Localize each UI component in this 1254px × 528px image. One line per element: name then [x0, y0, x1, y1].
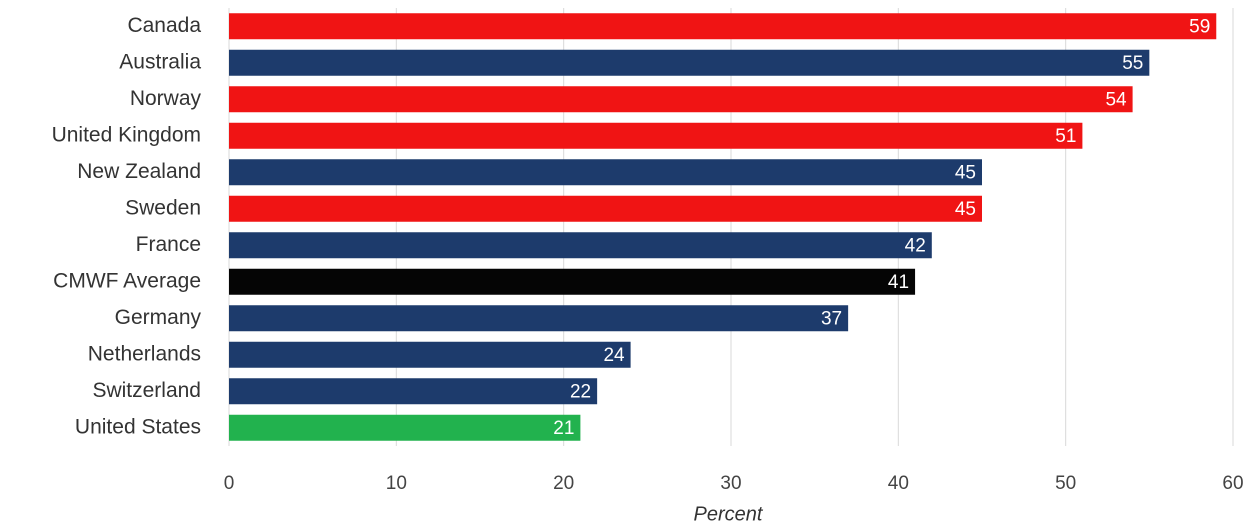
y-tick-label: Canada [127, 14, 201, 37]
value-label: 24 [603, 345, 625, 366]
bar [229, 232, 932, 259]
x-tick-label: 0 [224, 473, 235, 494]
y-tick-label: United Kingdom [52, 123, 201, 146]
value-label: 37 [821, 308, 842, 329]
value-label: 45 [955, 162, 976, 183]
value-label: 54 [1105, 89, 1127, 110]
bar [229, 414, 581, 441]
value-label: 51 [1055, 126, 1076, 147]
value-label: 45 [955, 199, 976, 220]
x-tick-label: 30 [720, 473, 741, 494]
value-label: 55 [1122, 53, 1143, 74]
bar [229, 195, 982, 222]
y-tick-label: France [136, 233, 201, 256]
bar [229, 122, 1083, 149]
bar [229, 159, 982, 186]
y-tick-label: Sweden [125, 196, 201, 219]
y-tick-label: Germany [115, 306, 202, 329]
value-label: 59 [1189, 16, 1210, 37]
y-tick-label: Australia [119, 50, 201, 73]
x-tick-label: 10 [386, 473, 407, 494]
bar [229, 305, 849, 332]
y-tick-label: Switzerland [92, 379, 201, 402]
y-tick-label: Norway [130, 87, 202, 110]
x-axis-label: Percent [694, 503, 764, 525]
bar [229, 341, 631, 368]
y-tick-label: United States [75, 415, 201, 438]
value-label: 41 [888, 272, 909, 293]
value-label: 21 [553, 418, 574, 439]
bar [229, 13, 1217, 40]
value-label: 42 [905, 235, 926, 256]
y-tick-label: CMWF Average [53, 269, 201, 292]
bar [229, 86, 1133, 113]
x-tick-label: 50 [1055, 473, 1076, 494]
x-tick-label: 20 [553, 473, 574, 494]
value-label: 22 [570, 381, 591, 402]
y-tick-label: New Zealand [77, 160, 201, 183]
bar [229, 378, 598, 405]
x-tick-label: 60 [1222, 473, 1243, 494]
bar [229, 268, 916, 295]
x-tick-label: 40 [888, 473, 909, 494]
y-tick-label: Netherlands [88, 342, 201, 365]
bar [229, 49, 1150, 76]
